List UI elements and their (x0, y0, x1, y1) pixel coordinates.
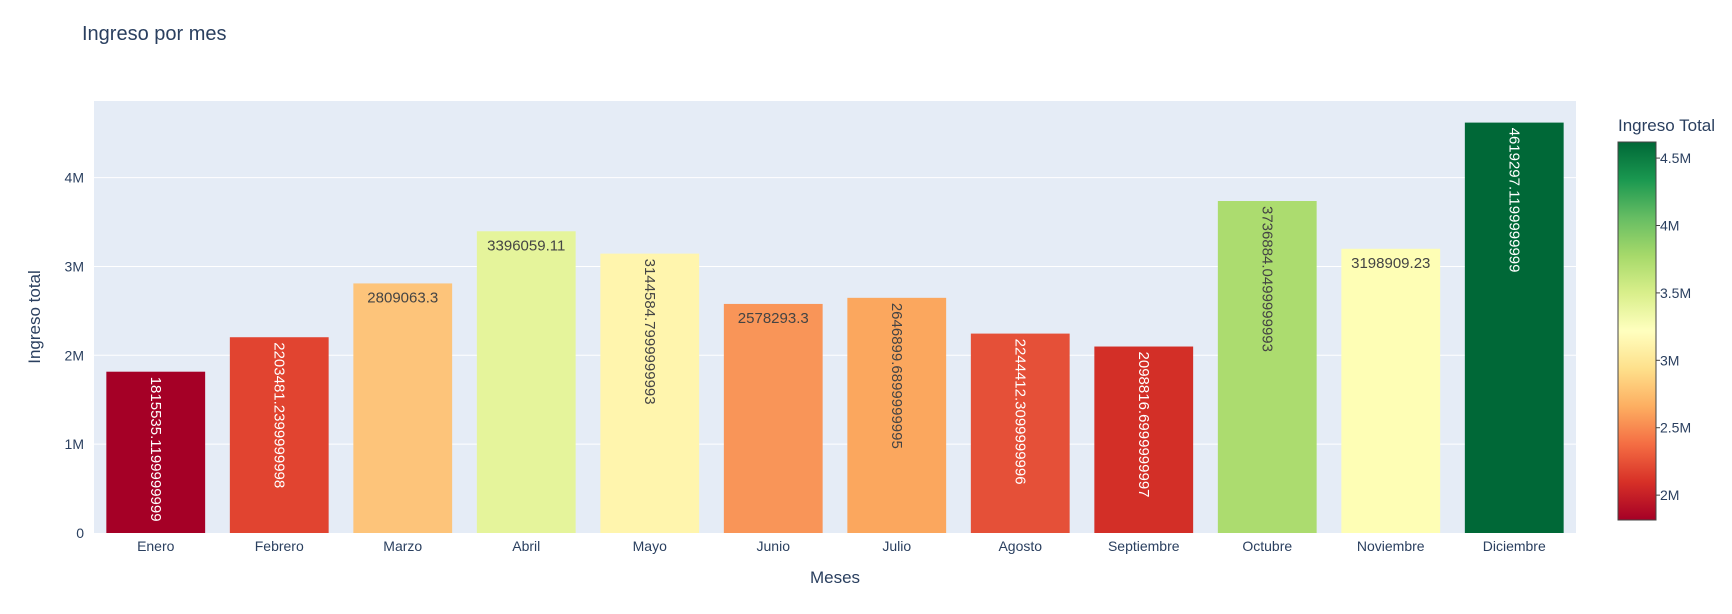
colorbar-tick-label: 3M (1660, 352, 1679, 368)
y-tick-label: 0 (76, 525, 84, 541)
colorbar-tick-label: 2M (1660, 487, 1679, 503)
x-tick-label: Mayo (633, 538, 667, 554)
bar-value-label: 2646899.6899999995 (888, 303, 905, 449)
x-tick-label: Enero (137, 538, 175, 554)
bar (970, 333, 1070, 533)
bar (1094, 346, 1194, 533)
y-axis-title: Ingreso total (25, 270, 44, 364)
bar-value-label: 1815535.1199999999 (147, 377, 164, 522)
bar (229, 337, 329, 533)
bar (1341, 248, 1441, 533)
x-tick-label: Diciembre (1483, 538, 1546, 554)
y-tick-labels: 0 1M 2M 3M 4M (65, 170, 85, 541)
bar-value-label: 2578293.3 (738, 310, 809, 327)
x-tick-labels: Enero Febrero Marzo Abril Mayo Junio Julio Agos… (137, 538, 1546, 554)
bar-value-label: 4619297.1199999999 (1505, 128, 1522, 273)
y-tick-label: 1M (65, 436, 84, 452)
y-tick-label: 2M (65, 347, 84, 363)
bar (106, 371, 206, 533)
data-labels: 1815535.1199999999 2203481.2399999998 2809… (147, 128, 1523, 522)
colorbar-tick-label: 3.5M (1660, 285, 1691, 301)
x-tick-label: Agosto (998, 538, 1042, 554)
bar-value-label: 2809063.3 (367, 289, 438, 306)
bar-value-label: 3736884.0499999993 (1258, 206, 1275, 352)
x-tick-label: Junio (757, 538, 791, 554)
bar (1217, 200, 1317, 533)
x-tick-label: Julio (882, 538, 911, 554)
colorbar-tick-label: 4M (1660, 217, 1679, 233)
bar (1464, 122, 1564, 533)
gridlines (94, 177, 1576, 445)
plot-area (94, 101, 1576, 533)
bar-value-label: 2098816.6999999997 (1135, 352, 1152, 498)
colorbar-scale (1617, 141, 1657, 521)
bar-value-label: 2244412.3099999996 (1011, 339, 1028, 485)
bar-value-label: 2203481.2399999998 (270, 342, 287, 488)
x-tick-label: Octubre (1242, 538, 1292, 554)
bar (600, 253, 700, 533)
bar (353, 283, 453, 533)
bar-value-label: 3144584.7999999993 (641, 259, 658, 405)
colorbar-tick-label: 2.5M (1660, 420, 1691, 436)
chart-title: Ingreso por mes (82, 23, 227, 45)
x-tick-label: Noviembre (1357, 538, 1425, 554)
x-tick-label: Septiembre (1108, 538, 1180, 554)
x-tick-label: Febrero (255, 538, 304, 554)
bars (106, 122, 1564, 533)
colorbar-tick-label: 4.5M (1660, 150, 1691, 166)
colorbar-title: Ingreso Total (1618, 116, 1715, 135)
bar-value-label: 3198909.23 (1351, 255, 1430, 272)
bar (476, 231, 576, 533)
y-tick-label: 3M (65, 258, 84, 274)
y-tick-label: 4M (65, 170, 84, 186)
x-tick-label: Abril (512, 538, 540, 554)
colorbar: Ingreso Total 2M 2.5M 3M 3.5M 4M 4.5M (1617, 116, 1715, 521)
colorbar-tick-labels: 2M 2.5M 3M 3.5M 4M 4.5M (1656, 150, 1691, 503)
x-axis-title: Meses (810, 568, 860, 587)
bar-value-label: 3396059.11 (487, 237, 565, 254)
x-tick-label: Marzo (383, 538, 422, 554)
bar (723, 303, 823, 533)
bar (847, 297, 947, 533)
